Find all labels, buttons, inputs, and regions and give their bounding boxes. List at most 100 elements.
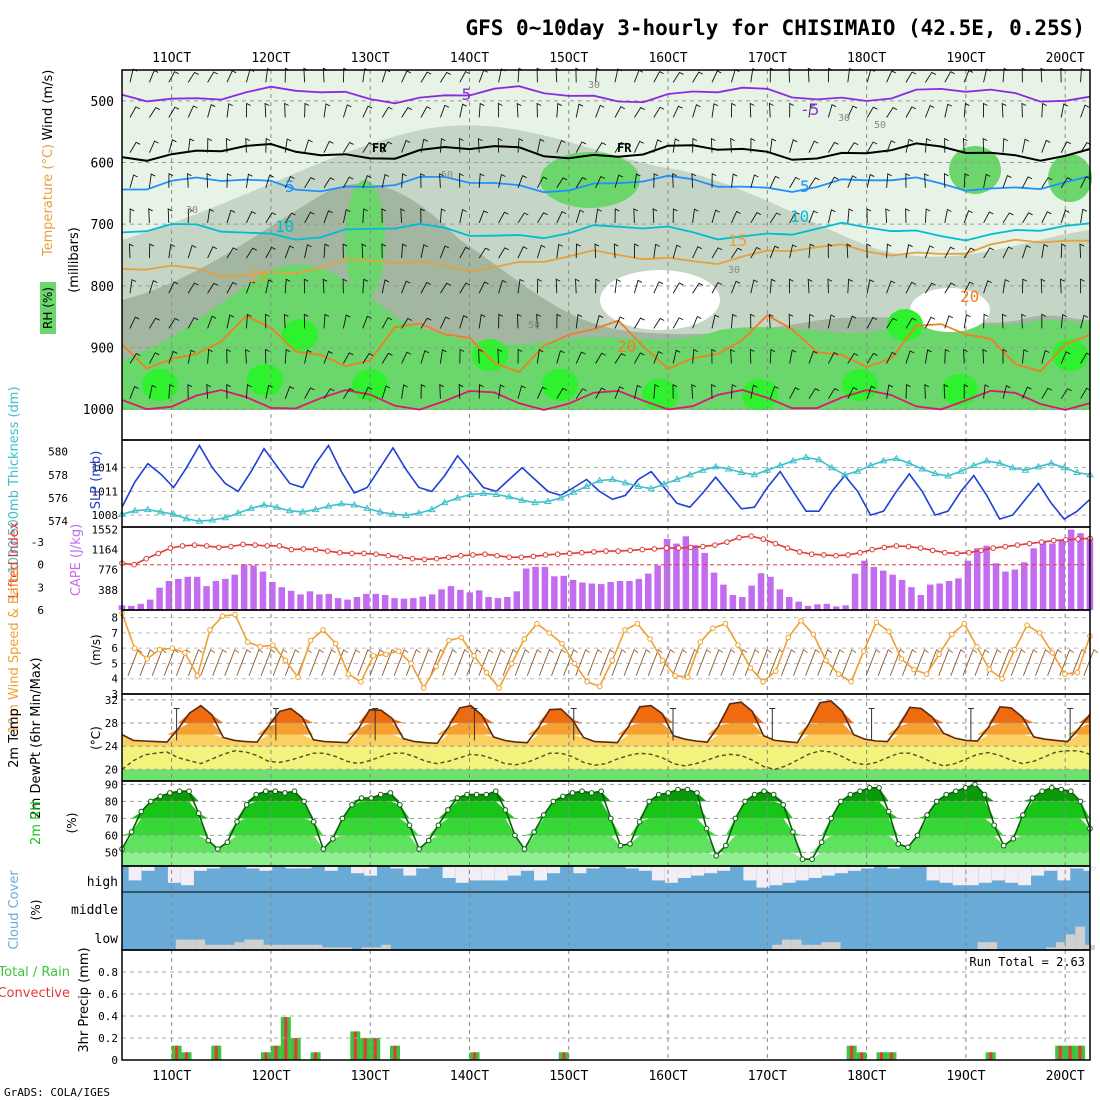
- wind-barb: [1060, 177, 1072, 189]
- wind-barb: [517, 385, 526, 399]
- thickness-line-point: [1047, 459, 1056, 466]
- precip-convective-bar: [185, 1052, 188, 1060]
- rh-core-0: [142, 369, 178, 401]
- wind-barb: [963, 247, 975, 259]
- wind-barb: [769, 348, 776, 364]
- rh-line-point: [1029, 795, 1036, 801]
- wind-barb: [1021, 102, 1027, 118]
- wind-barb: [672, 282, 684, 294]
- y-tick-p700: 700: [91, 218, 114, 233]
- rh-line-point: [665, 790, 672, 796]
- wind-barb: [498, 211, 509, 224]
- rh-line-point: [1039, 788, 1045, 795]
- wind-barb: [1080, 104, 1090, 118]
- x-tick-top-17OCT: 17OCT: [748, 51, 787, 66]
- lifted-index-line-point: [421, 556, 428, 563]
- wind-barb: [672, 173, 677, 188]
- wind-barb: [381, 106, 393, 118]
- cape-bar: [635, 578, 643, 610]
- wind-speed-line-point: [420, 685, 427, 691]
- wind-barb: [207, 348, 213, 364]
- thick-tick-576: 576: [48, 492, 68, 505]
- rh-line-point: [502, 807, 509, 813]
- wind-barb: [1080, 208, 1088, 224]
- lifted-index-line-point: [566, 550, 573, 557]
- cape-bar: [391, 598, 398, 610]
- lifted-index-line-point: [203, 543, 210, 549]
- precip-convective-bar: [880, 1052, 883, 1060]
- wind-barb: [1022, 212, 1033, 224]
- wind-barb: [556, 139, 566, 153]
- temp-minmax-bar: [570, 708, 577, 741]
- wind-barb: [730, 137, 735, 153]
- x-tick-bottom-20OCT: 20OCT: [1046, 1069, 1085, 1084]
- wind-barb: [168, 173, 174, 188]
- precip-tick-0.2: 0.2: [98, 1032, 118, 1045]
- wind-speed-line-point: [647, 636, 653, 642]
- wind-speed-line-point: [546, 630, 553, 636]
- cape-bar: [297, 594, 304, 610]
- cloud-high-gap: [259, 866, 273, 871]
- rh-line-point: [540, 812, 547, 818]
- rh-line-point: [723, 842, 729, 849]
- wind-barb: [653, 281, 664, 294]
- cape-bar: [607, 582, 614, 610]
- wind-barb: [459, 173, 464, 188]
- fill-layer: [118, 70, 1097, 1060]
- rh-line-point: [473, 791, 480, 798]
- cloud-low-bar: [977, 942, 988, 950]
- wind-barb: [653, 384, 660, 399]
- wind-barb: [691, 384, 697, 399]
- surface-wind-barb: [139, 648, 155, 676]
- wind-barb: [420, 71, 432, 83]
- wind-barb: [924, 173, 929, 188]
- cape-bar: [1011, 569, 1019, 610]
- rh-line-point: [627, 841, 633, 847]
- wind-barb: [284, 212, 296, 224]
- surface-wind-barb: [236, 648, 252, 676]
- surface-wind-barb: [212, 648, 227, 676]
- wind-tick-7: 7: [111, 627, 118, 640]
- lifted-index-line-point: [881, 544, 888, 551]
- temp-tick-24: 24: [105, 740, 119, 753]
- rh-line-point: [924, 812, 930, 818]
- wind-speed-line-point: [1024, 622, 1030, 629]
- wind-barb: [672, 383, 678, 399]
- wind-barb: [905, 350, 915, 364]
- cloud-label: Cloud Cover: [7, 870, 22, 950]
- wind-barb: [808, 177, 820, 189]
- wind-barb: [187, 173, 192, 188]
- wind-barb: [905, 106, 917, 118]
- cape-bar: [316, 594, 323, 610]
- temp-minmax-bar: [670, 708, 677, 741]
- wind-barb: [672, 208, 678, 223]
- temp-unit: (°C): [89, 726, 103, 750]
- wind-speed-line-point: [798, 617, 804, 624]
- wind-barb: [886, 317, 898, 329]
- wind-speed-line-point: [622, 627, 628, 633]
- wind-barb: [750, 313, 755, 329]
- cross-section-panel: [122, 70, 1092, 440]
- surface-wind-barb: [563, 648, 578, 676]
- wind-barb: [886, 70, 897, 83]
- lifted-index-line-point: [530, 553, 537, 560]
- precip-convective-bar: [373, 1038, 377, 1060]
- thickness-line-point: [647, 484, 656, 492]
- lifted-index-line-point: [518, 554, 525, 561]
- wind-barb: [807, 278, 813, 294]
- precip-convective-bar: [214, 1045, 218, 1060]
- rh-line-point: [560, 793, 566, 800]
- wind-barb: [536, 313, 541, 329]
- wind-barb: [614, 316, 625, 329]
- wind-barb: [983, 280, 992, 294]
- frame-layer: [121, 69, 1091, 1061]
- wind-speed-line-point: [207, 627, 213, 633]
- surface-wind-barb: [974, 648, 990, 676]
- cloud-high-gap: [782, 866, 796, 883]
- wind-barb: [284, 245, 294, 259]
- wind-barb: [459, 282, 471, 294]
- cape-bar: [645, 573, 652, 610]
- surface-wind-barb: [998, 648, 1014, 676]
- temp-fill-26-28: [122, 723, 1090, 735]
- wind-barb: [1060, 141, 1072, 153]
